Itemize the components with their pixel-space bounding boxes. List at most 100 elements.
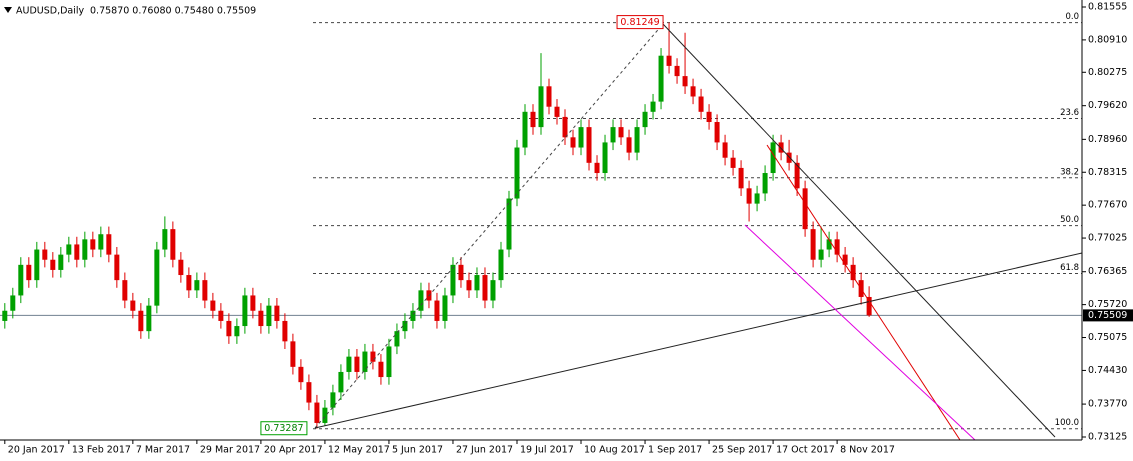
fib-high-box (616, 15, 664, 30)
candle-body (722, 142, 728, 158)
candle-body (706, 111, 712, 123)
candle-body (106, 234, 112, 255)
trend-line (662, 23, 1056, 438)
y-tick-label: 0.76365 (1088, 266, 1127, 277)
candle-body (386, 346, 392, 378)
candle-body (282, 320, 288, 342)
candle-body (458, 264, 464, 281)
candle-body (586, 127, 592, 163)
x-tick-label: 1 Sep 2017 (648, 445, 702, 456)
trend-line (766, 144, 961, 441)
candle-body (698, 96, 704, 112)
candle-body (378, 361, 384, 378)
candle-body (418, 290, 424, 311)
candle-body (90, 239, 96, 250)
candle-body (394, 331, 400, 347)
candle-body (274, 305, 280, 321)
candle-body (802, 188, 808, 230)
candle-body (738, 167, 744, 189)
y-tick-label: 0.73770 (1088, 399, 1127, 410)
x-tick-label: 5 Jun 2017 (392, 445, 443, 456)
candle-body (410, 310, 416, 321)
candle-body (762, 173, 768, 194)
candle-body (778, 142, 784, 153)
x-tick-label: 19 Jul 2017 (520, 445, 574, 456)
fib-level-label: 38.2 (1060, 167, 1079, 177)
candle-body (834, 239, 840, 255)
ohlc-values: 0.75870 0.76080 0.75480 0.75509 (90, 6, 256, 17)
candle-body (866, 296, 872, 316)
candle-body (730, 157, 736, 168)
candle-body (290, 341, 296, 367)
trend-line (744, 224, 976, 441)
fib-level-label: 50.0 (1060, 215, 1079, 225)
candle-body (362, 351, 368, 372)
candle-body (170, 229, 176, 260)
candle-body (522, 111, 528, 148)
y-tick-label: 0.81555 (1088, 1, 1127, 12)
candle-body (402, 320, 408, 332)
candle-body (314, 402, 320, 423)
candle-body (562, 116, 568, 138)
y-tick-label: 0.75075 (1088, 332, 1127, 343)
candle-body (530, 111, 536, 128)
last-price-label: 0.75509 (1088, 310, 1127, 321)
y-tick-label: 0.77670 (1088, 200, 1127, 211)
candle-body (82, 239, 88, 260)
candle-body (538, 86, 544, 128)
y-tick-label: 0.79620 (1088, 100, 1127, 111)
plot-area (0, 22, 1082, 430)
y-tick-label: 0.80910 (1088, 34, 1127, 45)
x-tick-label: 20 Apr 2017 (264, 445, 323, 456)
candle-body (482, 275, 488, 301)
candle-body (626, 137, 632, 153)
candle-body (2, 310, 8, 321)
candle-body (186, 275, 192, 291)
candle-body (498, 249, 504, 281)
candle-body (146, 305, 152, 332)
candle-body (194, 280, 200, 291)
fib-level-label: 0.0 (1065, 12, 1079, 22)
x-tick-label: 17 Oct 2017 (776, 445, 835, 456)
candle-body (770, 142, 776, 174)
candle-body (578, 127, 584, 148)
candle-body (258, 310, 264, 327)
candle-body (602, 142, 608, 174)
candle-body (682, 76, 688, 87)
x-tick-label: 27 Jun 2017 (456, 445, 513, 456)
candle-body (658, 55, 664, 102)
candle-body (610, 127, 616, 143)
x-tick-label: 12 May 2017 (328, 445, 390, 456)
candle-body (810, 229, 816, 260)
x-tick-label: 8 Nov 2017 (840, 445, 895, 456)
y-tick-label: 0.75720 (1088, 299, 1127, 310)
candle-body (74, 244, 80, 260)
candle-body (10, 295, 16, 311)
candle-body (690, 86, 696, 97)
y-tick-label: 0.78960 (1088, 134, 1127, 145)
candle-body (210, 300, 216, 311)
candle-body (122, 280, 128, 301)
candle-body (346, 356, 352, 372)
fib-level-label: 100.0 (1055, 418, 1079, 428)
x-tick-label: 29 Mar 2017 (200, 445, 260, 456)
candle-body (354, 356, 360, 372)
y-tick-label: 0.78315 (1088, 167, 1127, 178)
candle-body (466, 280, 472, 291)
candle-body (826, 239, 832, 250)
candle-body (514, 147, 520, 199)
candle-body (234, 326, 240, 337)
candle-body (434, 300, 440, 321)
candle-body (98, 234, 104, 250)
candle-body (322, 407, 328, 423)
candle-body (42, 249, 48, 260)
candle-body (266, 305, 272, 327)
candle-body (306, 382, 312, 403)
candle-body (634, 127, 640, 153)
y-tick-label: 0.74430 (1088, 365, 1127, 376)
candle-body (490, 280, 496, 301)
fib-level-label: 61.8 (1060, 263, 1079, 273)
candle-body (714, 122, 720, 143)
